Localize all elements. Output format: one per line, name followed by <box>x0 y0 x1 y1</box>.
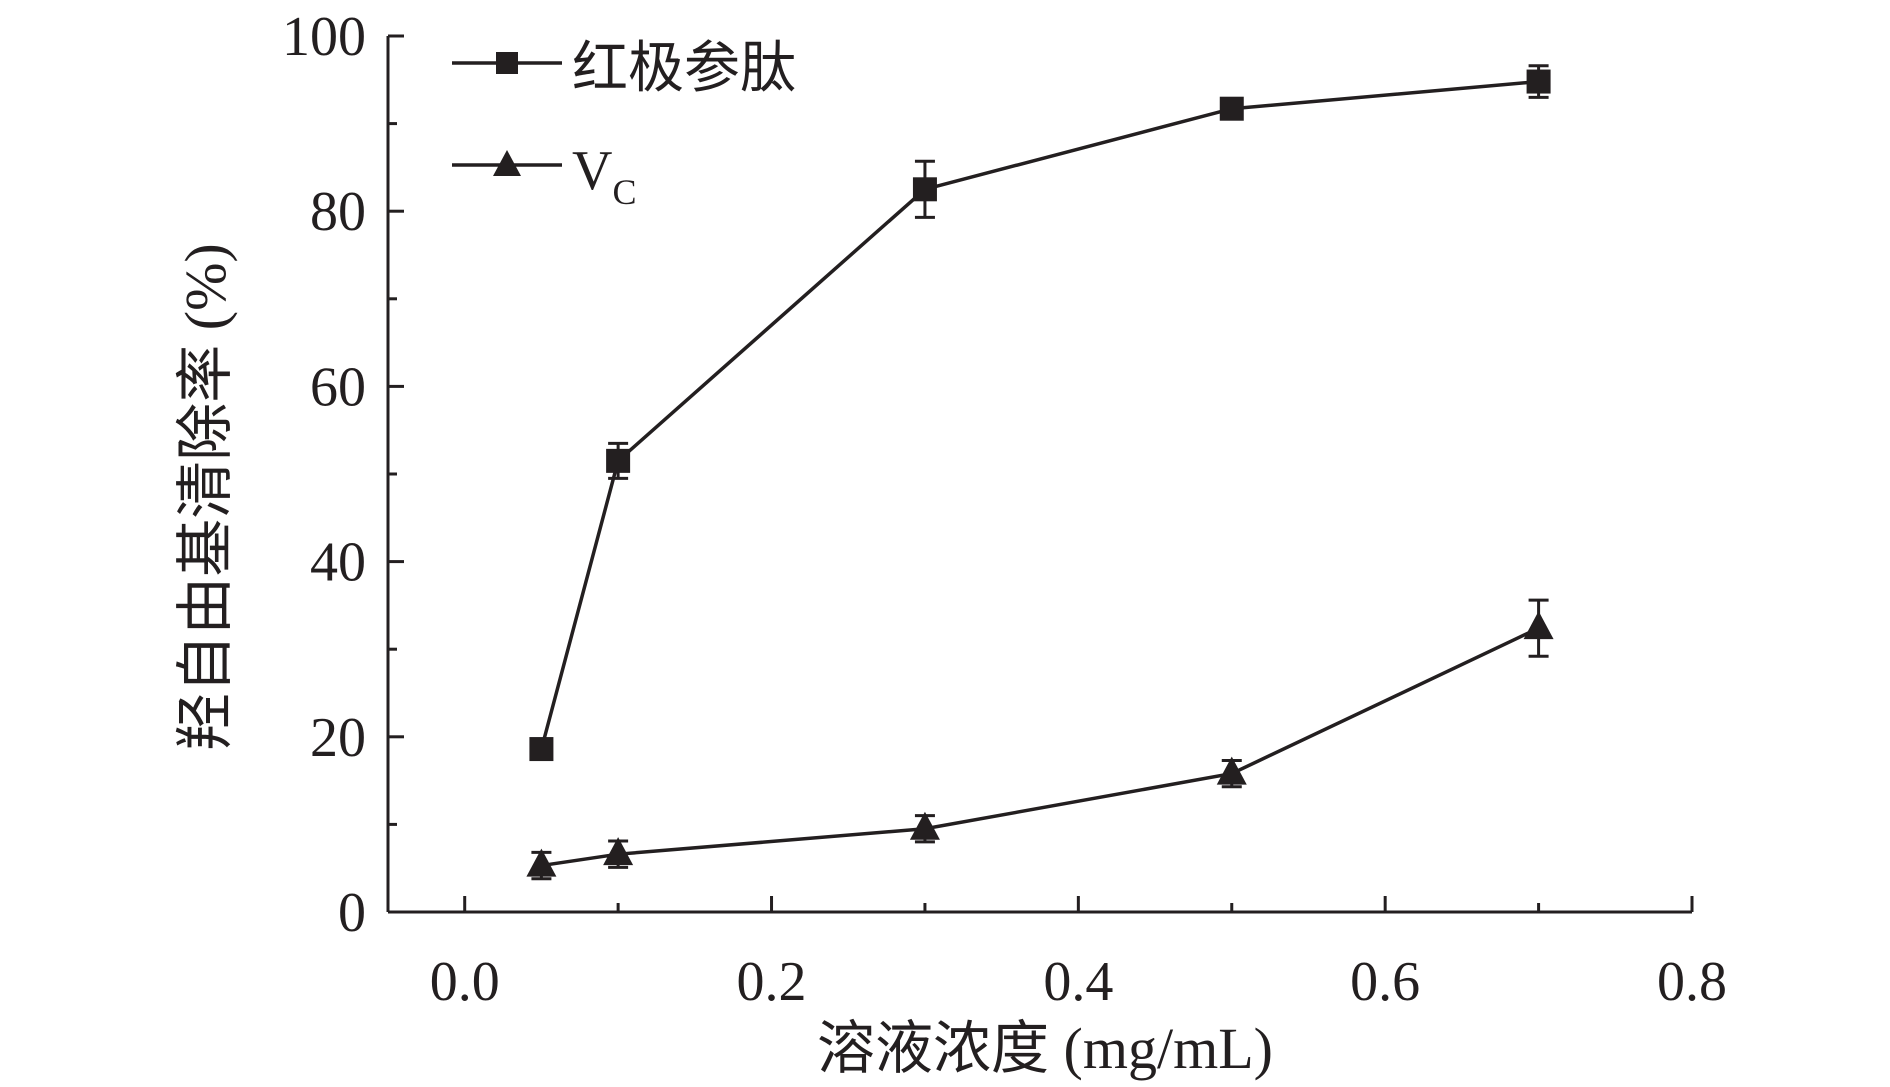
y-tick-label: 60 <box>310 356 366 418</box>
data-point-square <box>1526 69 1551 94</box>
y-tick-label: 100 <box>282 6 366 68</box>
legend-item-1: VC <box>452 140 636 212</box>
series-line-0 <box>539 79 1539 750</box>
y-axis-title: 羟自由基清除率 (%) <box>173 243 238 750</box>
legend-label-1-main: V <box>572 140 612 202</box>
x-tick-label: 0.4 <box>1043 951 1113 1013</box>
legend-item-0: 红极参肽 <box>452 38 796 100</box>
series-line-1 <box>541 626 1540 868</box>
x-tick-label: 0.6 <box>1350 951 1420 1013</box>
series-layer <box>526 64 1554 881</box>
ticks: 0.0 0.2 0.4 0.6 0.8 0 20 40 60 80 100 <box>282 6 1727 1013</box>
data-point-triangle <box>1216 756 1247 785</box>
x-tick-label: 0.0 <box>430 951 500 1013</box>
data-point-square <box>912 177 937 202</box>
x-axis-title: 溶液浓度 (mg/mL) <box>817 1016 1273 1081</box>
x-tick-label: 0.2 <box>737 951 807 1013</box>
legend-label-1-subscript: C <box>612 172 636 212</box>
y-tick-label: 20 <box>310 707 366 769</box>
data-point-triangle <box>1523 611 1554 640</box>
legend-label-0: 红极参肽 <box>572 38 796 100</box>
data-point-triangle <box>603 837 634 866</box>
series-1 <box>526 598 1554 881</box>
legend-label-1: VC <box>572 140 636 212</box>
y-tick-label: 0 <box>338 882 366 944</box>
legend-marker-triangle <box>493 150 521 176</box>
data-point-square <box>529 737 554 762</box>
series-0 <box>529 64 1551 762</box>
y-tick-label: 40 <box>310 532 366 594</box>
x-tick-label: 0.8 <box>1657 951 1727 1013</box>
data-point-triangle <box>526 848 557 877</box>
data-point-square <box>1219 96 1244 121</box>
legend: 红极参肽 VC <box>452 38 796 212</box>
data-point-square <box>606 448 631 473</box>
y-tick-label: 80 <box>310 181 366 243</box>
legend-marker-square <box>496 52 518 74</box>
data-point-triangle <box>909 811 940 840</box>
